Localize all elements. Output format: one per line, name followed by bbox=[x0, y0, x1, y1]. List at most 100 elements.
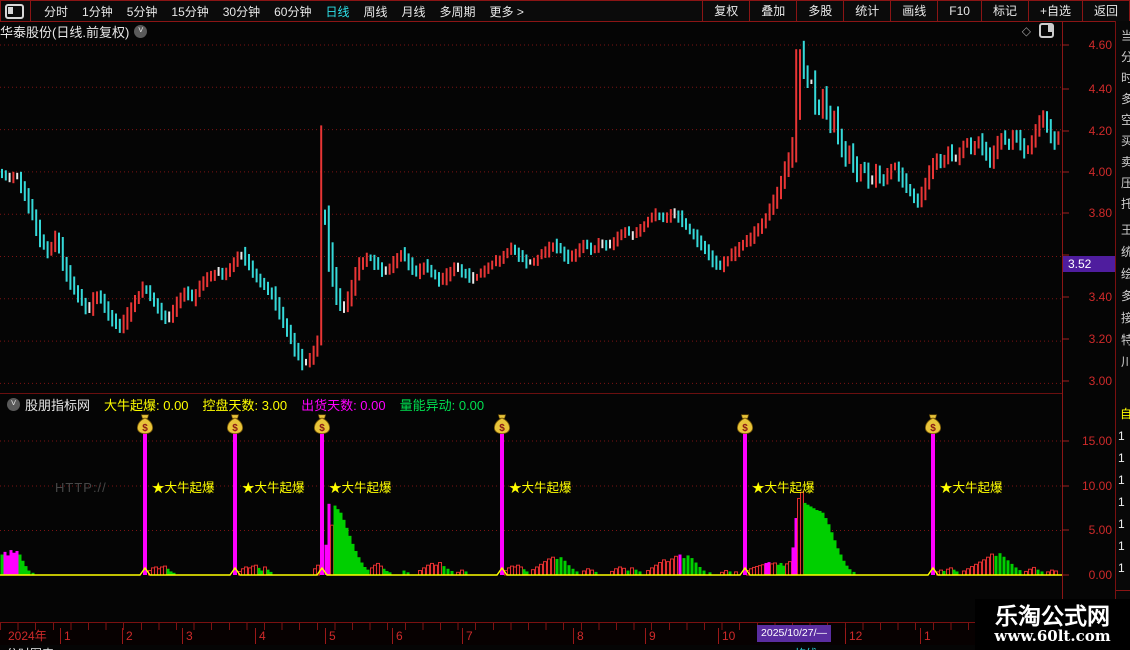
svg-text:$: $ bbox=[142, 423, 148, 434]
period-tab-5分钟[interactable]: 5分钟 bbox=[126, 4, 158, 19]
sidebar-tag: 自 bbox=[1120, 405, 1130, 422]
period-tab-15分钟[interactable]: 15分钟 bbox=[171, 4, 209, 19]
clipped-bottom-row: 分时图表 均线 bbox=[0, 645, 1130, 650]
chevron-down-icon[interactable]: ˅ bbox=[134, 24, 148, 38]
sidebar-glyph: 1 bbox=[1118, 517, 1125, 531]
diamond-icon[interactable]: ◇ bbox=[1021, 23, 1031, 38]
sidebar-glyph: 王 bbox=[1121, 221, 1130, 238]
time-axis-label: 5 bbox=[325, 628, 336, 644]
svg-text:$: $ bbox=[232, 423, 238, 434]
price-axis-label: 4.60 bbox=[1088, 38, 1112, 52]
period-tab-月线[interactable]: 月线 bbox=[401, 4, 426, 19]
time-axis-label: 2024年 bbox=[8, 629, 47, 643]
divider bbox=[1116, 590, 1130, 591]
sidebar-glyph: 分 bbox=[1121, 48, 1130, 65]
indicator-histogram bbox=[0, 491, 1058, 576]
action-button-多股[interactable]: 多股 bbox=[796, 1, 843, 21]
sidebar-glyph: 特 bbox=[1121, 331, 1130, 348]
action-button-F10[interactable]: F10 bbox=[937, 1, 981, 21]
indicator-header: ˅ 股朋指标网 大牛起爆: 0.00 控盘天数: 3.00 出货天数: 0.00 量能… bbox=[2, 396, 485, 413]
chart-title-bar: 华泰股份(日线.前复权) ˅ ◇ bbox=[0, 22, 1062, 40]
signal-line bbox=[743, 433, 747, 575]
sidebar-glyph: 买 bbox=[1121, 132, 1130, 149]
signal-line bbox=[931, 433, 935, 575]
price-axis-label: 3.40 bbox=[1088, 290, 1112, 304]
action-buttons: 复权 叠加 多股 统计 画线 F10 标记 +自选 返回 bbox=[702, 1, 1129, 21]
sidebar-glyph: 1 bbox=[1118, 539, 1125, 553]
watermark-url: www.60lt.com bbox=[994, 627, 1111, 645]
period-tab-60分钟[interactable]: 60分钟 bbox=[274, 4, 312, 19]
period-tabs: 分时 1分钟 5分钟 15分钟 30分钟 60分钟 日线 周线 月线 多周期 更多 > bbox=[37, 3, 531, 20]
action-button-复权[interactable]: 复权 bbox=[702, 1, 749, 21]
time-axis-label: 12 bbox=[845, 628, 862, 644]
period-tab-周线[interactable]: 周线 bbox=[363, 4, 388, 19]
sidebar-glyph: 1 bbox=[1118, 451, 1125, 465]
right-sidebar-clipped[interactable]: 自 当分时多空买卖压托王统绘多接特川1111111 bbox=[1115, 21, 1130, 650]
signal-line bbox=[500, 433, 504, 575]
period-tab-分时[interactable]: 分时 bbox=[44, 4, 69, 19]
sidebar-glyph: 接 bbox=[1121, 309, 1130, 326]
panel-toggle-icon[interactable] bbox=[5, 3, 24, 19]
time-axis-label: 9 bbox=[645, 628, 656, 644]
sidebar-glyph: 川 bbox=[1121, 353, 1130, 370]
clipped-text: 分时图表 bbox=[6, 645, 54, 650]
gridlines bbox=[0, 44, 1062, 531]
toolbar-divider bbox=[30, 1, 31, 21]
watermark-fragment: HTTP:// bbox=[55, 480, 107, 495]
time-axis-label: 1 bbox=[60, 628, 71, 644]
signal-line bbox=[233, 433, 237, 575]
time-axis-label: 8 bbox=[573, 628, 584, 644]
price-axis-label: 3.00 bbox=[1088, 374, 1112, 388]
signal-label: ★大牛起爆 bbox=[509, 480, 572, 495]
period-tab-1分钟[interactable]: 1分钟 bbox=[82, 4, 113, 19]
watermark-title: 乐淘公式网 bbox=[995, 603, 1110, 629]
signal-label: ★大牛起爆 bbox=[242, 480, 305, 495]
action-button-叠加[interactable]: 叠加 bbox=[749, 1, 796, 21]
chevron-down-icon[interactable]: ˅ bbox=[7, 397, 20, 411]
sidebar-glyph: 1 bbox=[1118, 429, 1125, 443]
stock-title: 华泰股份(日线.前复权) bbox=[0, 24, 130, 40]
last-price-badge: 3.52 bbox=[1063, 256, 1118, 272]
buy-signals: $ ★大牛起爆 $ ★大牛起爆 $ ★大牛起爆 $ ★大牛起爆 $ ★大牛起爆 $ ★大牛起爆 bbox=[136, 414, 1003, 575]
action-button-画线[interactable]: 画线 bbox=[890, 1, 937, 21]
period-toolbar: 分时 1分钟 5分钟 15分钟 30分钟 60分钟 日线 周线 月线 多周期 更多 > 复权 叠加 多股… bbox=[0, 0, 1130, 22]
sidebar-glyph: 当 bbox=[1121, 27, 1130, 44]
sidebar-glyph: 压 bbox=[1121, 174, 1130, 191]
indicator-baseline bbox=[0, 566, 1062, 576]
action-button-统计[interactable]: 统计 bbox=[843, 1, 890, 21]
period-tab-日线[interactable]: 日线 bbox=[325, 4, 350, 19]
svg-text:$: $ bbox=[319, 423, 325, 434]
axis-ticks bbox=[1062, 44, 1069, 576]
sidebar-glyph: 空 bbox=[1121, 111, 1130, 128]
sidebar-glyph: 绘 bbox=[1121, 265, 1130, 282]
indicator-axis-label: 5.00 bbox=[1088, 523, 1112, 537]
action-button-标记[interactable]: 标记 bbox=[980, 1, 1028, 21]
time-axis-label: 3 bbox=[182, 628, 193, 644]
split-window-icon[interactable] bbox=[1039, 23, 1054, 38]
indicator-field: 出货天数: 0.00 bbox=[301, 397, 386, 413]
sidebar-glyph: 时 bbox=[1121, 69, 1130, 86]
money-bag-icon: $ bbox=[924, 414, 942, 435]
indicator-field: 控盘天数: 3.00 bbox=[202, 397, 288, 413]
site-watermark: 乐淘公式网 www.60lt.com bbox=[975, 599, 1130, 650]
indicator-field: 量能异动: 0.00 bbox=[399, 397, 485, 413]
signal-label: ★大牛起爆 bbox=[752, 480, 815, 495]
period-tab-多周期[interactable]: 多周期 bbox=[439, 4, 476, 19]
indicator-source: 股朋指标网 bbox=[25, 397, 91, 413]
price-axis-label: 4.20 bbox=[1088, 124, 1112, 138]
action-button-+自选[interactable]: +自选 bbox=[1027, 1, 1082, 21]
sidebar-glyph: 1 bbox=[1118, 495, 1125, 509]
axis-ticks bbox=[0, 623, 1062, 630]
period-tab-更多 >[interactable]: 更多 > bbox=[489, 4, 524, 19]
period-tab-30分钟[interactable]: 30分钟 bbox=[222, 4, 261, 19]
time-axis-label: 6 bbox=[392, 628, 403, 644]
time-axis: 2025/10/27/— 2024年 1 2 3 4 5 6 7 8 9 10 12 1 bbox=[0, 622, 1062, 647]
price-axis-label: 4.00 bbox=[1088, 165, 1112, 179]
sidebar-glyph: 多 bbox=[1121, 287, 1130, 304]
price-axis-label: 3.20 bbox=[1088, 332, 1112, 346]
signal-label: ★大牛起爆 bbox=[329, 480, 392, 495]
action-button-返回[interactable]: 返回 bbox=[1081, 1, 1129, 21]
svg-text:$: $ bbox=[499, 423, 505, 434]
